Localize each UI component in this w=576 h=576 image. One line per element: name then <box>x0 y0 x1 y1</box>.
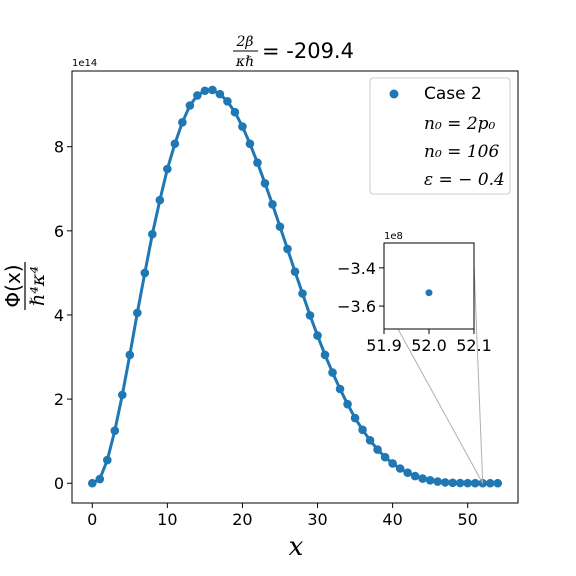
data-point <box>275 222 285 231</box>
data-point <box>433 477 442 486</box>
inset-y-tick-label: −3.6 <box>337 297 376 316</box>
y-tick-label: 6 <box>54 222 64 241</box>
data-point <box>125 350 135 360</box>
legend-line-3: ε = − 0.4 <box>424 170 505 190</box>
series-case-2 <box>87 85 503 488</box>
legend-marker <box>389 89 399 99</box>
data-point <box>223 96 232 106</box>
inset-connectors <box>397 264 484 484</box>
data-point <box>253 158 262 168</box>
data-point <box>440 478 450 487</box>
inset-data-point <box>425 289 433 297</box>
title-value: = -209.4 <box>262 39 354 63</box>
inset-y-offset-label: 1e8 <box>384 231 403 242</box>
data-point <box>185 101 195 110</box>
title-denominator: κℏ <box>235 54 254 70</box>
data-point <box>148 229 157 239</box>
data-point <box>133 308 142 318</box>
legend: Case 2 n₀ = 2p₀ n₀ = 106 ε = − 0.4 <box>369 77 511 195</box>
y-label-numerator: Φ(x) <box>1 264 25 307</box>
data-point <box>283 244 292 254</box>
data-point <box>290 267 300 276</box>
inset-x-tick-label: 52.0 <box>411 336 447 355</box>
y-tick-label: 2 <box>54 390 64 409</box>
data-point <box>470 478 480 488</box>
data-point <box>140 268 150 278</box>
data-point <box>365 436 375 445</box>
inset-background <box>384 243 474 329</box>
data-point <box>373 445 382 454</box>
data-point <box>395 464 405 473</box>
data-point <box>268 200 277 209</box>
x-axis-label: x <box>289 532 304 562</box>
plot-area-frame <box>71 70 519 504</box>
data-point <box>200 86 210 96</box>
inset-x-tick-label: 52.1 <box>456 336 492 355</box>
data-point <box>95 474 105 484</box>
main-axis-ticks: 0 10 20 30 40 50 0 2 4 6 8 <box>54 138 478 529</box>
data-point <box>102 455 112 465</box>
data-point <box>298 289 307 298</box>
y-tick-label: 4 <box>54 306 64 325</box>
data-point <box>320 350 330 360</box>
data-point <box>87 478 97 488</box>
data-point <box>418 474 427 483</box>
x-tick-label: 40 <box>382 510 402 529</box>
x-tick-label: 20 <box>232 510 252 529</box>
legend-line-1: n₀ = 2p₀ <box>424 114 496 134</box>
x-tick-label: 50 <box>458 510 478 529</box>
data-point <box>425 475 435 485</box>
data-point <box>448 478 457 488</box>
legend-line-2: n₀ = 106 <box>424 142 499 162</box>
data-point <box>163 164 172 174</box>
x-tick-label: 0 <box>87 510 97 529</box>
data-point <box>110 426 120 435</box>
inset-frame <box>383 242 475 330</box>
x-tick-label: 30 <box>307 510 327 529</box>
data-point <box>463 478 472 488</box>
y-tick-label: 0 <box>54 474 64 493</box>
y-label-denominator: ℏ⁴κ⁴ <box>27 266 49 306</box>
data-point <box>215 89 225 99</box>
data-point <box>208 85 217 95</box>
inset-axis-ticks: 51.9 52.0 52.1 −3.6 −3.4 <box>337 259 492 355</box>
data-point <box>178 118 187 127</box>
legend-series-name: Case 2 <box>424 84 482 104</box>
y-offset-label: 1e14 <box>72 58 97 69</box>
legend-box <box>369 77 511 195</box>
data-point <box>260 179 270 188</box>
y-axis-label: Φ(x) ℏ⁴κ⁴ <box>1 262 49 310</box>
y-tick-label: 8 <box>54 138 64 157</box>
data-point <box>410 471 420 481</box>
data-point <box>403 468 412 478</box>
data-point <box>485 478 495 488</box>
data-point <box>245 139 255 149</box>
data-point <box>358 425 367 435</box>
data-point <box>230 107 240 117</box>
data-point <box>335 384 345 394</box>
connector-line-left <box>397 328 484 484</box>
data-point <box>170 139 180 149</box>
data-point <box>350 413 360 423</box>
data-point <box>193 91 202 100</box>
inset-zoom: 51.9 52.0 52.1 −3.6 −3.4 1e8 <box>337 231 492 355</box>
inset-x-tick-label: 51.9 <box>366 336 402 355</box>
data-point <box>328 368 337 377</box>
data-point <box>155 195 165 205</box>
connector-line-right <box>473 264 484 484</box>
data-point <box>313 331 322 340</box>
title-numerator: 2β <box>235 34 253 50</box>
data-point <box>493 478 503 488</box>
inset-y-tick-label: −3.4 <box>337 259 376 278</box>
data-point <box>343 399 352 409</box>
data-point <box>118 390 127 400</box>
data-point <box>380 452 390 462</box>
x-tick-label: 10 <box>157 510 177 529</box>
data-point <box>388 459 397 468</box>
chart-title: 2β κℏ = -209.4 <box>233 34 354 70</box>
data-point <box>455 478 465 488</box>
data-point <box>238 122 247 131</box>
data-point <box>305 311 315 320</box>
